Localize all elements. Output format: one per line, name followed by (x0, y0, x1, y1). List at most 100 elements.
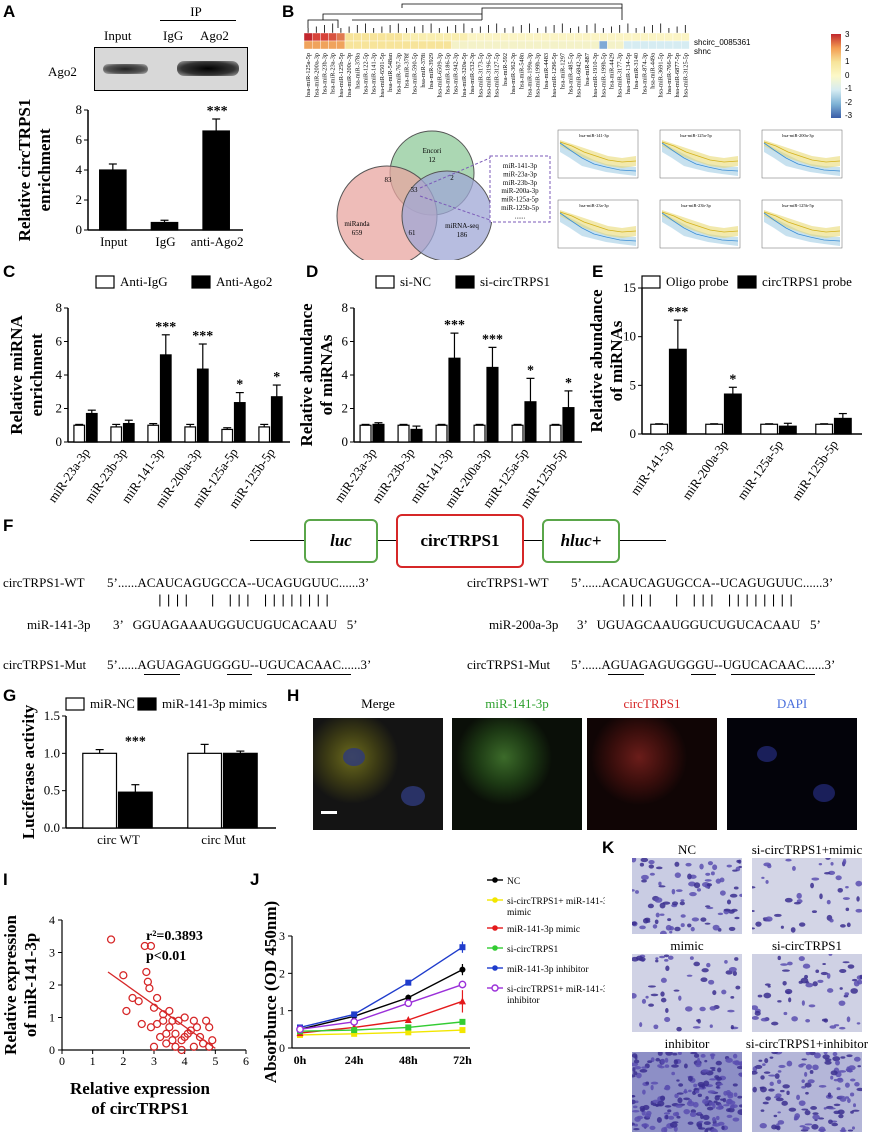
heatmap-mirna-label: hsa-miR-767-3p (395, 53, 402, 94)
migrated-cell (765, 879, 769, 884)
a-ytick-label: 6 (76, 132, 83, 147)
migrated-cell (632, 1105, 638, 1109)
migrated-cell (758, 1059, 763, 1062)
a-ytick-label: 8 (76, 102, 83, 117)
venn-encori-name: Encori (423, 147, 442, 155)
venn-mirnaseq-count: 186 (457, 231, 468, 239)
panel-a: IP Input IgG Ago2 Ago2 0 2 4 6 8 Input IgG *** a… (0, 0, 280, 262)
j-legend-marker (491, 984, 499, 992)
k-title-sicirc-inhibitor: si-circTRPS1+inhibitor (745, 1036, 869, 1051)
heatmap-cell (582, 32, 592, 42)
migrated-cell (700, 977, 708, 983)
migrated-cell (698, 1120, 704, 1123)
migrated-cell (733, 886, 739, 890)
migrated-cell (767, 985, 771, 988)
migrated-cell (771, 1052, 778, 1055)
heatmap-cell (320, 40, 329, 50)
migrated-cell (718, 1103, 723, 1110)
heatmap-cell (352, 40, 362, 50)
migrated-cell (804, 1110, 811, 1116)
i-point (165, 1006, 174, 1016)
migrated-cell (709, 1066, 716, 1070)
venn-list-item: miR-125b-5p (501, 204, 539, 212)
migrated-cell (673, 989, 680, 992)
heatmap-mirna-label: hsa-miR-3196-5p (486, 53, 493, 97)
migrated-cell (683, 1109, 691, 1115)
migrated-cell (838, 1114, 844, 1119)
panel-label-b: B (282, 2, 295, 21)
migrated-cell (660, 991, 665, 997)
left-pairing-bars: |||| | ||| |||||||| (156, 593, 333, 608)
venn-int-33: 33 (411, 186, 419, 194)
migrated-cell (660, 977, 667, 983)
e-y-axis-label: Relative abundance (590, 289, 606, 433)
migrated-cell (804, 1123, 813, 1126)
i-r2: r²=0.3893 (146, 929, 203, 944)
migrated-cell (655, 866, 663, 870)
heatmap-cell (418, 40, 428, 50)
heatmap-cell (566, 32, 575, 42)
migrated-cell (659, 913, 665, 916)
migrated-cell (727, 1100, 736, 1105)
migrated-cell (667, 1109, 672, 1113)
c-ytick-label: 0 (56, 434, 63, 449)
migrated-cell (755, 1064, 763, 1069)
c-y-axis-label: enrichment (27, 333, 46, 416)
migrated-cell (671, 1064, 679, 1068)
heatmap-mirna-label: hsa-miR-362-3p (510, 53, 517, 94)
km-title: hsa-miR-23b-3p (681, 203, 711, 208)
j-point (405, 1029, 412, 1036)
migrated-cell (752, 1005, 759, 1010)
i-point (168, 1036, 177, 1045)
d-bar (486, 366, 499, 443)
k-image-sicirc-mimic (752, 858, 862, 934)
c-significance: * (273, 370, 280, 385)
i-point (152, 1019, 162, 1029)
panel-h: Merge miR-141-3p circTRPS1 DAPI (287, 686, 872, 836)
migrated-cell (645, 995, 649, 999)
migrated-cell (715, 1115, 720, 1121)
heatmap-mirna-label: hsa-miR-378i (420, 53, 427, 88)
migrated-cell (822, 962, 826, 966)
heatmap-mirna-label: hsa-miR-3929 (428, 53, 435, 89)
migrated-cell (728, 967, 737, 972)
panel-f: luc circTRPS1 hluc+ circTRPS1-WT 5’.....… (0, 514, 872, 686)
g-bar (187, 752, 223, 829)
migrated-cell (832, 1052, 838, 1057)
j-point (404, 1016, 412, 1023)
heatmap-cell (599, 40, 608, 50)
heatmap-cell (525, 40, 534, 50)
panel-label-k: K (602, 838, 615, 857)
i-point (137, 1019, 146, 1029)
migrated-cell (738, 1072, 742, 1078)
a-y-axis-label: enrichment (35, 128, 54, 211)
i-point (186, 1026, 195, 1035)
migrated-cell (711, 1069, 716, 1072)
i-point (146, 941, 156, 951)
migrated-cell (853, 1103, 857, 1108)
migrated-cell (826, 988, 834, 993)
heatmap-mirna-label: hsa-miR-200a-3p (313, 53, 320, 97)
j-xtick-label: 24h (345, 1053, 364, 1067)
heatmap-cell (664, 32, 674, 42)
heatmap-mirna-label: hsa-miR-3691-5p (658, 53, 665, 97)
migrated-cell (850, 1110, 854, 1114)
migrated-cell (752, 1016, 759, 1020)
migrated-cell (721, 1125, 725, 1130)
d-y-axis-label: Relative abundance (300, 303, 316, 447)
migrated-cell (692, 1101, 699, 1108)
a-bar (150, 221, 179, 231)
a-y-axis-label: Relative circTRPS1 (15, 99, 34, 242)
migrated-cell (826, 973, 831, 979)
migrated-cell (632, 1074, 636, 1078)
migrated-cell (632, 889, 635, 892)
heatmap-mirna-label: hsa-miR-186-5p (445, 53, 452, 94)
migrated-cell (687, 1089, 692, 1093)
migrated-cell (774, 913, 782, 917)
migrated-cell (785, 858, 792, 862)
km-ci-blue (764, 212, 840, 246)
e-legend-swatch (641, 275, 661, 289)
migrated-cell (828, 1119, 833, 1125)
migrated-cell (805, 982, 814, 988)
g-ytick-label: 0.5 (44, 783, 60, 798)
